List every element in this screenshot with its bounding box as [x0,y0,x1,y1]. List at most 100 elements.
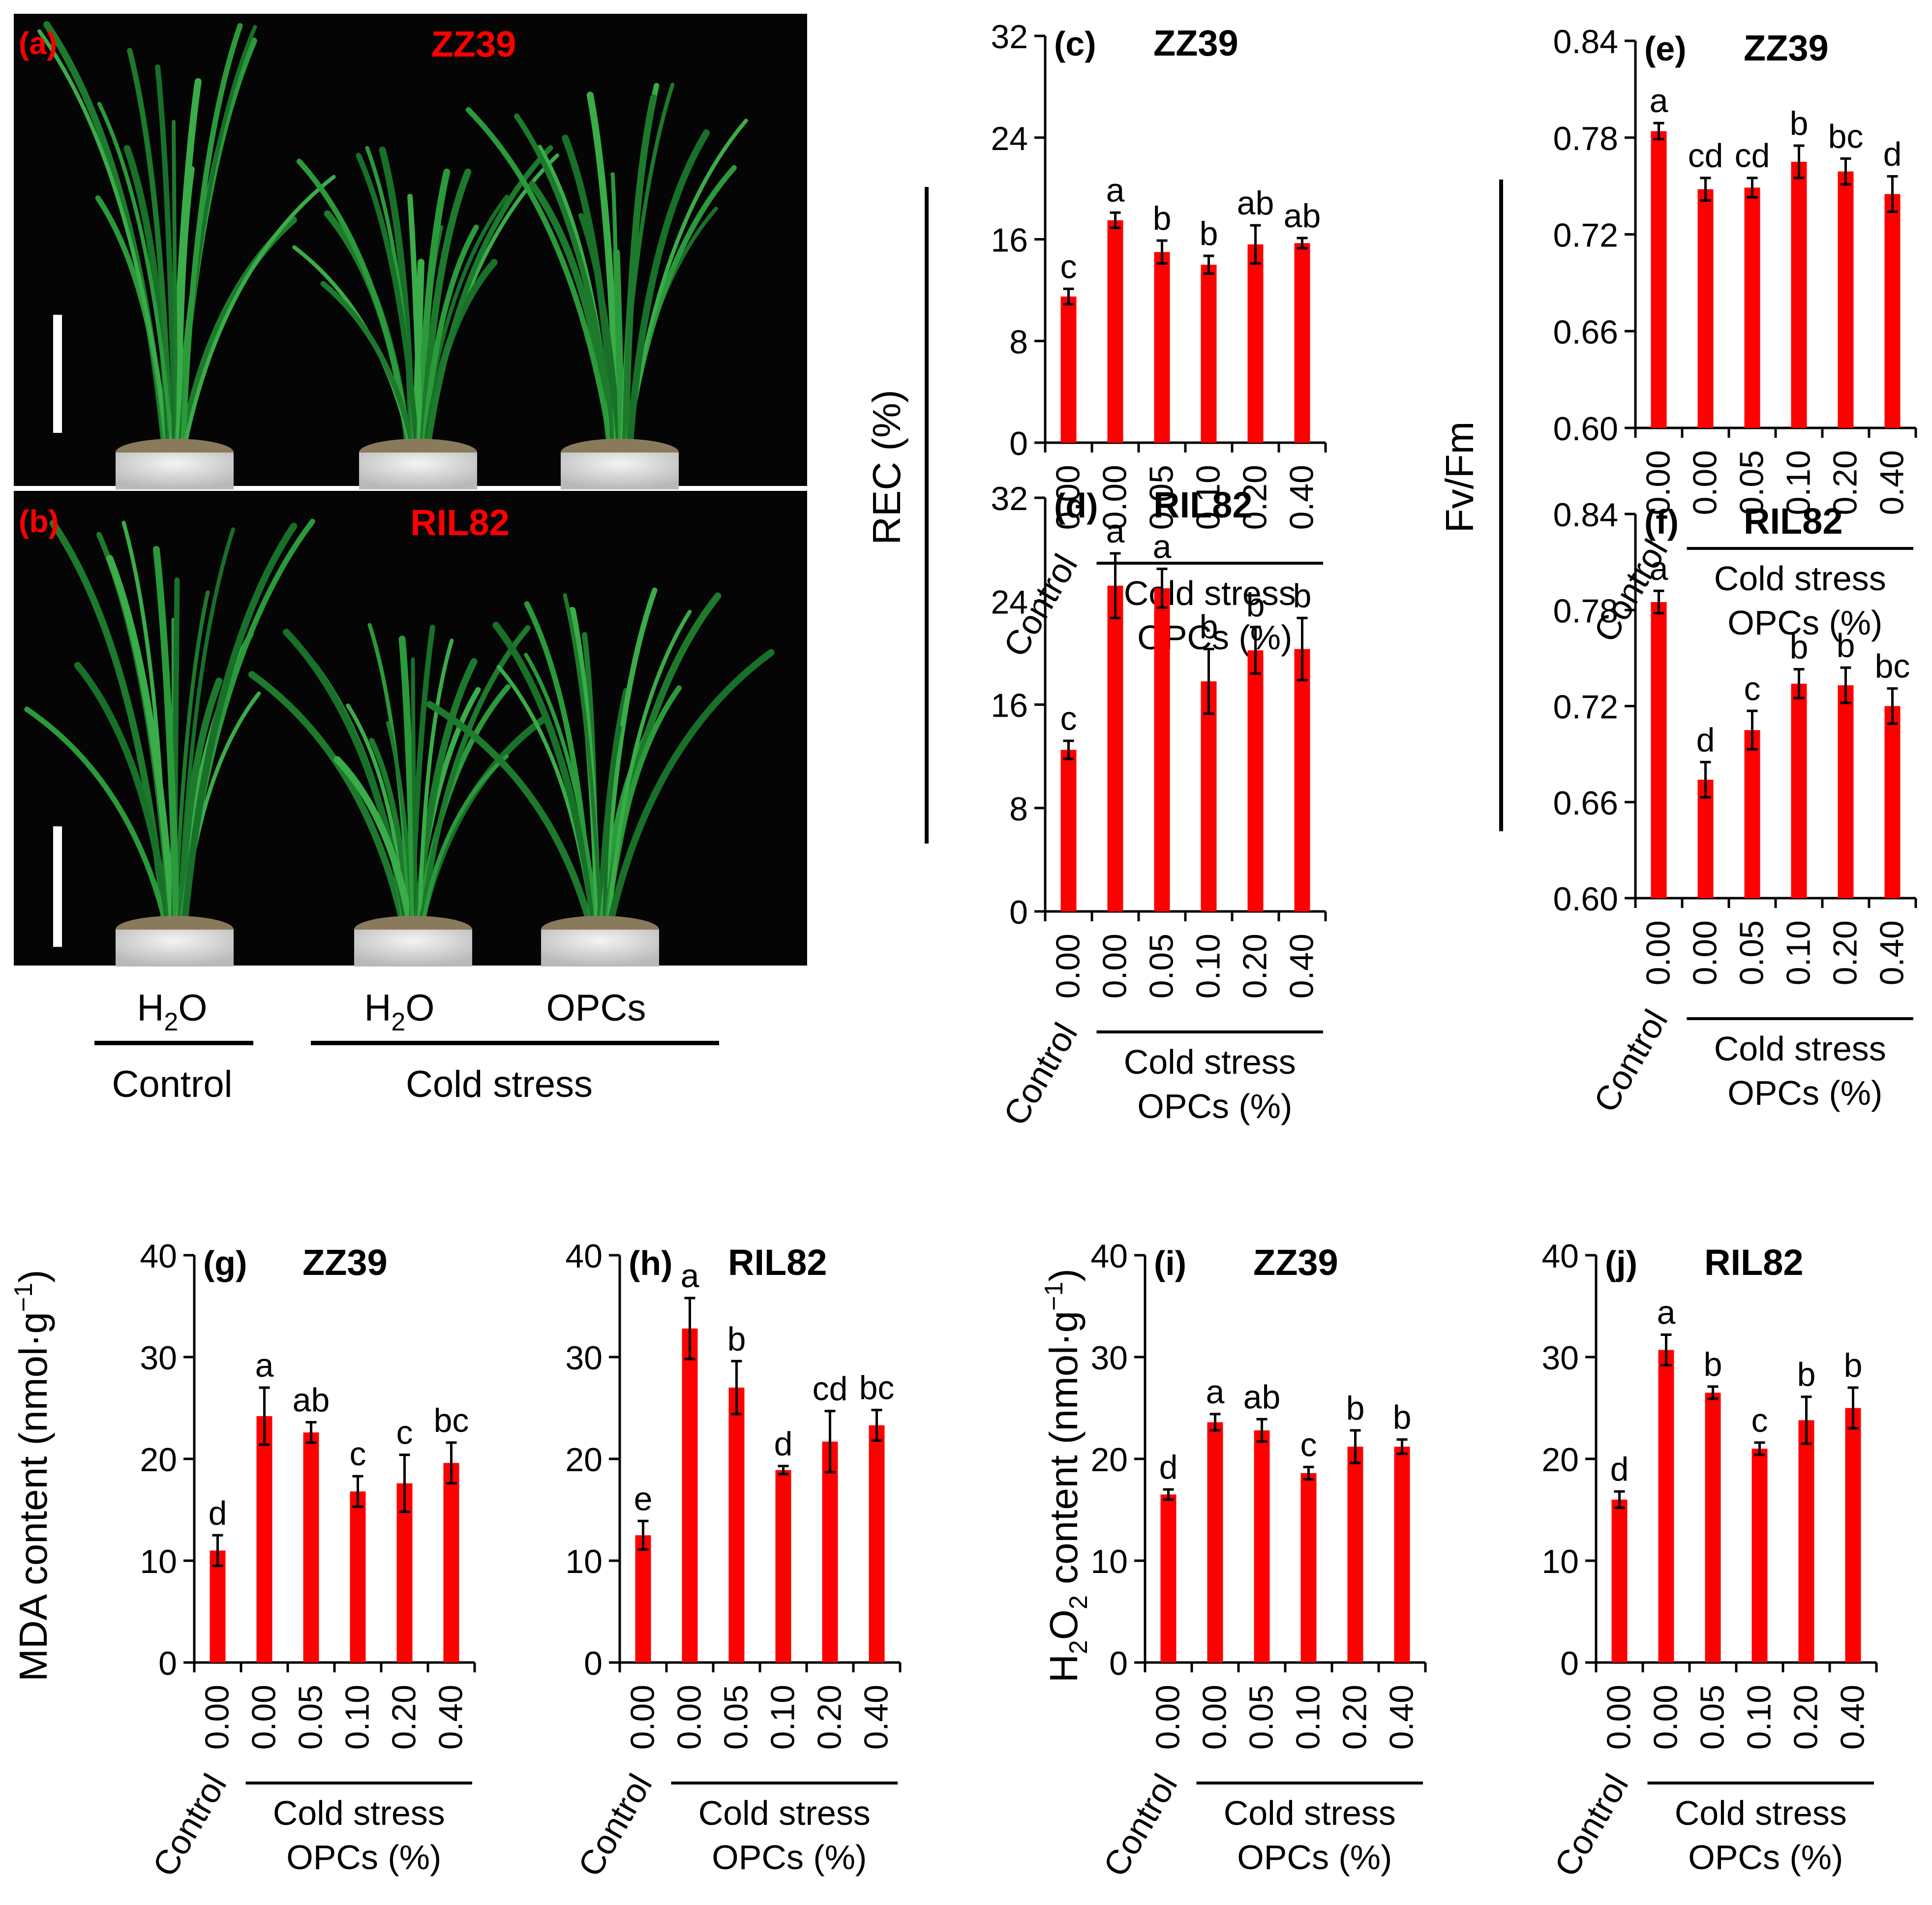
bar [1697,780,1714,898]
chart-h: 0 10 20 30 40 e 0.00 a 0.00 b 0.05 d 0.10 cd 0.20 bc 0.4… [565,1238,902,1883]
x-tick-label: 0.40 [1283,465,1321,530]
bar [635,1535,651,1663]
bar [822,1441,838,1663]
significance-letter: d [1610,1451,1629,1488]
significance-letter: b [1246,586,1265,624]
h2o2-axis-title: H2O2 content (nmol·g−1) [1040,1269,1093,1683]
x-tick-label: 0.05 [292,1685,330,1750]
plant-1 [37,21,336,489]
x-tick-label: 0.00 [624,1685,662,1750]
y-tick-label: 20 [140,1441,177,1479]
bar [1347,1447,1363,1663]
axis-titles: REC (%) Fv/Fm MDA content (nmol·g−1) H2O… [9,180,1503,1683]
cold-group-label: Cold stress [406,1063,593,1105]
y-tick-label: 0 [584,1645,603,1682]
leaf [419,625,531,928]
opcs-axis-label: OPCs (%) [1688,1838,1843,1876]
bar [1884,706,1901,898]
significance-letter: a [1206,1373,1225,1411]
significance-letter: b [1790,629,1809,666]
bar [1394,1447,1410,1663]
y-tick-label: 24 [991,120,1028,157]
y-tick-label: 0.84 [1553,23,1618,60]
y-tick-label: 20 [1541,1441,1579,1479]
h2o-cold-label: H2O [364,987,435,1036]
x-tick-label: 0.20 [1787,1685,1825,1750]
leaf [37,29,170,450]
bar [869,1425,885,1663]
significance-letter: a [1650,550,1668,587]
leaf [514,113,618,451]
chart-title: ZZ39 [1153,23,1238,63]
y-tick-label: 30 [1541,1339,1579,1377]
leaf [177,677,223,928]
bar [1160,1494,1177,1663]
bar [1294,243,1310,443]
y-tick-label: 16 [991,687,1028,725]
scale-bar-b [53,826,62,947]
y-tick-label: 40 [1541,1238,1579,1275]
control-label: Control [996,1017,1085,1132]
x-tick-label: 0.00 [1050,934,1087,998]
significance-letter: e [634,1480,653,1517]
leaf [465,107,614,451]
bar [1744,730,1760,898]
leaf [248,671,407,928]
significance-letter: b [1797,1356,1816,1393]
x-tick-label: 0.00 [199,1685,236,1750]
y-tick-label: 30 [565,1339,603,1377]
panel-label: (j) [1605,1244,1637,1282]
bar [1658,1350,1674,1663]
bar [1201,265,1217,443]
y-tick-label: 30 [140,1339,177,1377]
leaf [24,706,169,928]
bar [1798,1420,1814,1663]
control-label: Control [571,1768,659,1883]
bar [210,1550,226,1663]
x-tick-label: 0.05 [1694,1685,1731,1750]
y-tick-label: 32 [991,18,1028,56]
y-tick-label: 16 [991,222,1028,259]
significance-letter: b [1393,1399,1412,1436]
y-tick-label: 30 [1090,1339,1128,1377]
significance-letter: b [727,1320,746,1358]
y-tick-label: 0.66 [1553,313,1618,351]
cold-stress-label: Cold stress [1224,1794,1396,1832]
x-tick-label: 0.05 [718,1685,755,1750]
significance-letter: ab [1243,1378,1281,1416]
y-tick-label: 10 [140,1543,177,1580]
x-tick-label: 0.00 [1050,465,1087,530]
bar [1254,1430,1270,1663]
opcs-axis-label: OPCs (%) [1727,604,1882,642]
cold-stress-label: Cold stress [1714,1029,1886,1068]
bar [350,1491,366,1663]
leaf [606,649,775,928]
x-tick-label: 0.05 [1243,1685,1280,1750]
leaf [606,609,692,927]
leaf [152,545,180,928]
opcs-axis-label: OPCs (%) [1727,1074,1882,1112]
photo-title-a: ZZ39 [431,24,516,64]
control-group-label: Control [112,1063,233,1105]
bar [1838,171,1854,428]
mda-axis-title: MDA content (nmol·g−1) [9,1270,55,1681]
x-tick-label: 0.20 [1237,465,1274,530]
x-tick-label: 0.20 [1827,450,1864,515]
bar [1884,194,1901,428]
significance-letter: b [1790,105,1809,142]
leaf [622,94,657,451]
opcs-axis-label: OPCs (%) [1137,1087,1292,1125]
significance-letter: ab [1284,197,1321,235]
rec-axis-title: REC (%) [865,390,908,545]
y-tick-label: 20 [565,1441,603,1479]
bar [728,1388,745,1663]
bar [1060,750,1077,911]
y-tick-label: 0 [158,1645,177,1682]
photo-group-labels: H2O H2O OPCs Control Cold stress [94,987,719,1105]
bar [1154,588,1170,911]
significance-letter: a [1106,172,1125,209]
y-tick-label: 10 [565,1543,603,1580]
bar [682,1329,698,1663]
panel-label: (i) [1154,1244,1186,1282]
x-tick-label: 0.20 [1237,934,1274,998]
